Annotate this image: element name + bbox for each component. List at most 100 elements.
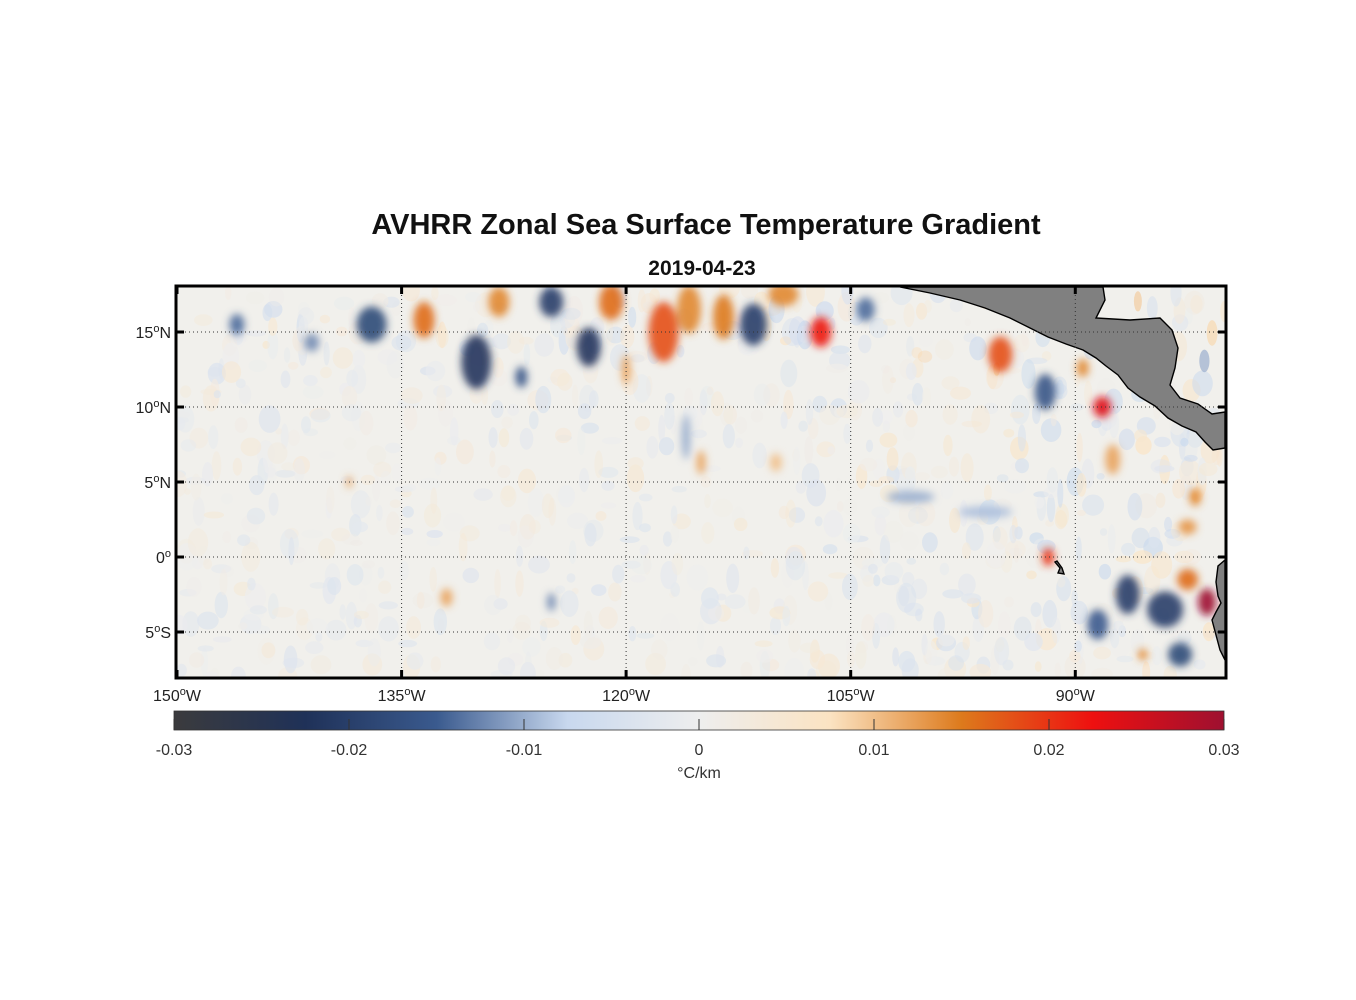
gradient-patch [620,324,635,349]
gradient-patch [763,383,780,407]
gradient-patch [1164,528,1181,539]
gradient-patch [302,385,324,399]
negative-gradient-feature [958,506,1013,518]
gradient-patch [550,313,566,338]
gradient-patch [869,480,883,487]
gradient-patch [1013,544,1020,563]
gradient-patch [748,587,760,615]
gradient-patch [520,661,536,677]
colorbar-tick-label: 0.03 [1208,742,1239,759]
gradient-patch [651,639,668,660]
gradient-patch [823,509,844,538]
gradient-patch [1118,428,1135,451]
gradient-patch [298,302,310,316]
gradient-patch [583,519,604,542]
gradient-patch [671,485,687,493]
positive-gradient-feature [1105,444,1121,475]
gradient-patch [621,560,641,569]
gradient-patch [377,566,385,579]
gradient-patch [296,608,309,626]
gradient-patch [246,507,266,525]
positive-gradient-feature [621,354,631,385]
gradient-patch [309,407,330,420]
gradient-patch [558,652,573,668]
gradient-patch [386,511,400,536]
gradient-patch [807,668,817,677]
gradient-patch [280,423,289,449]
positive-gradient-feature [768,287,799,307]
gradient-patch [1042,599,1058,628]
gradient-patch [632,501,643,531]
gradient-patch [341,385,358,408]
gradient-patch [507,330,525,354]
gradient-patch [726,563,740,593]
gradient-patch [186,576,202,597]
gradient-patch [708,605,725,621]
gradient-patch [561,307,581,320]
gradient-patch [519,427,534,450]
gradient-patch [1144,565,1161,596]
lon-label: 90oW [1056,686,1096,705]
gradient-patch [1121,542,1136,556]
gradient-patch [350,539,363,547]
gradient-patch [985,554,1006,569]
gradient-patch [497,657,516,676]
map-title: AVHRR Zonal Sea Surface Temperature Grad… [371,209,1041,241]
gradient-patch [972,614,985,643]
gradient-patch [1050,413,1057,427]
gradient-patch [752,442,767,469]
gradient-patch [1192,370,1213,397]
gradient-patch [429,566,437,592]
gradient-patch [268,492,279,516]
gradient-patch [491,400,504,418]
gradient-patch [796,320,813,350]
gradient-patch [310,655,332,675]
gradient-patch [389,499,401,509]
gradient-patch [606,316,614,343]
gradient-patch [696,621,705,651]
gradient-patch [743,546,750,560]
gradient-patch [287,429,300,446]
gradient-patch [583,610,593,640]
gradient-patch [1163,665,1177,677]
gradient-patch [1054,662,1061,677]
gradient-patch [793,446,801,475]
gradient-patch [699,389,708,416]
gradient-patch [579,384,596,412]
gradient-patch [1074,640,1082,653]
gradient-patch [847,379,870,404]
gradient-patch [658,414,666,443]
galapagos-island [1053,560,1066,575]
colorbar-tick-label: 0.02 [1033,742,1064,759]
gradient-patch [740,661,753,677]
gradient-patch [925,640,938,665]
gradient-patch [1127,492,1143,521]
gradient-patch [517,468,537,494]
gradient-patch [280,370,291,389]
gradient-patch [882,420,890,432]
gradient-patch [896,582,917,613]
gradient-patch [462,567,480,584]
gradient-patch [1004,540,1026,559]
gradient-patch [881,364,890,374]
gradient-patch [1131,527,1150,549]
gradient-patch [658,437,675,456]
gradient-patch [360,474,376,486]
gradient-patch [1008,547,1023,557]
positive-gradient-feature [810,317,832,347]
gradient-patch [494,569,501,598]
positive-gradient-feature [1189,488,1202,506]
gradient-patch [194,314,213,326]
gradient-patch [1183,454,1198,462]
gradient-patch [241,541,261,572]
gradient-patch [1198,462,1218,477]
gradient-patch [781,318,803,347]
gradient-patch [1179,459,1201,486]
gradient-patch [873,612,895,637]
gradient-patch [1017,424,1026,452]
gradient-patch [960,453,974,483]
gradient-patch [949,298,964,313]
gradient-patch [992,526,1008,550]
gradient-patch [202,462,214,487]
